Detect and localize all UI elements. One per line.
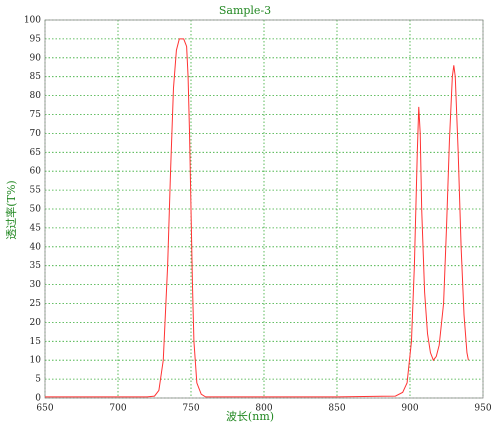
- x-tick-label: 800: [255, 404, 272, 414]
- y-tick-label: 60: [30, 167, 42, 177]
- y-tick-label: 65: [30, 148, 42, 158]
- y-tick-label: 10: [30, 356, 42, 366]
- y-tick-label: 85: [30, 72, 42, 82]
- y-tick-label: 75: [30, 110, 42, 120]
- data-line: [45, 38, 469, 398]
- y-tick-label: 30: [30, 280, 42, 290]
- y-tick-label: 90: [30, 53, 42, 63]
- y-tick-label: 70: [30, 129, 42, 139]
- x-tick-label: 900: [401, 404, 418, 414]
- y-tick-label: 5: [35, 375, 41, 385]
- x-tick-label: 750: [182, 404, 199, 414]
- y-tick-label: 15: [30, 337, 42, 347]
- x-tick-label: 650: [36, 404, 53, 414]
- plot-frame: [44, 19, 484, 399]
- x-tick-label: 700: [109, 404, 126, 414]
- x-axis-label: 波长(nm): [226, 410, 274, 423]
- y-tick-label: 100: [24, 16, 41, 26]
- y-tick-label: 55: [30, 186, 42, 196]
- y-tick-label: 20: [30, 318, 42, 328]
- y-tick-label: 45: [30, 223, 42, 233]
- x-tick-label: 850: [328, 404, 345, 414]
- y-tick-label: 35: [30, 261, 42, 271]
- y-tick-label: 50: [30, 205, 42, 215]
- y-tick-label: 80: [30, 91, 42, 101]
- chart-title: Sample-3: [219, 4, 271, 17]
- y-tick-label: 95: [30, 34, 42, 44]
- x-tick-label: 950: [474, 404, 491, 414]
- y-tick-label: 25: [30, 299, 42, 309]
- y-axis-label: 透过率(T%): [4, 180, 18, 239]
- y-tick-label: 0: [35, 394, 41, 404]
- y-tick-label: 40: [30, 242, 42, 252]
